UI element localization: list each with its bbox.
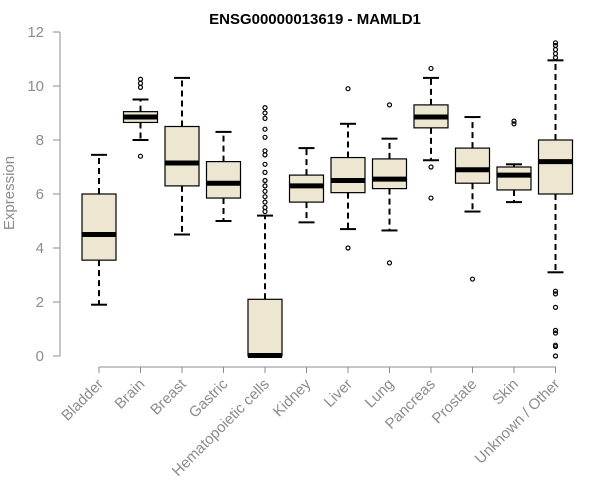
outlier-point bbox=[552, 291, 559, 297]
x-tick-label: Skin bbox=[489, 376, 522, 409]
y-tick-label: 0 bbox=[36, 348, 44, 365]
y-axis-label: Expression bbox=[1, 156, 18, 230]
plot-area bbox=[81, 40, 574, 359]
y-axis: 0 2 4 6 8 10 12 bbox=[27, 24, 61, 365]
outlier-point bbox=[262, 177, 268, 184]
outlier-point bbox=[552, 40, 559, 46]
outlier-point bbox=[262, 110, 268, 116]
chart-title: ENSG00000013619 - MAMLD1 bbox=[209, 11, 421, 28]
iqr-box bbox=[288, 174, 325, 203]
box-group bbox=[454, 116, 491, 282]
outlier-point bbox=[552, 330, 559, 336]
iqr-box bbox=[330, 156, 366, 194]
y-tick-label: 12 bbox=[27, 24, 44, 41]
box-group bbox=[164, 76, 200, 236]
outlier-point bbox=[137, 84, 144, 90]
iqr-box bbox=[537, 139, 574, 195]
outlier-point bbox=[552, 55, 559, 61]
outlier-point bbox=[552, 288, 559, 294]
outlier-point bbox=[262, 208, 268, 215]
outlier-point bbox=[552, 343, 559, 350]
outlier-point bbox=[262, 199, 268, 205]
iqr-box bbox=[371, 158, 408, 190]
box-group bbox=[288, 147, 325, 224]
iqr-box bbox=[454, 147, 491, 184]
box-group bbox=[371, 102, 408, 266]
x-tick-label: Prostate bbox=[429, 376, 481, 428]
outlier-point bbox=[137, 76, 144, 82]
outlier-point bbox=[262, 104, 268, 111]
outlier-point bbox=[262, 183, 268, 189]
outlier-point bbox=[511, 118, 517, 124]
x-tick-label: Kidney bbox=[270, 375, 315, 420]
iqr-box bbox=[164, 125, 200, 187]
outlier-point bbox=[428, 195, 434, 201]
outlier-point bbox=[137, 80, 144, 86]
y-tick-label: 8 bbox=[36, 132, 44, 149]
y-tick-label: 6 bbox=[36, 186, 44, 203]
outlier-point bbox=[262, 126, 268, 132]
outlier-point bbox=[262, 169, 268, 175]
outlier-point bbox=[345, 86, 351, 92]
iqr-box bbox=[247, 298, 283, 357]
iqr-box bbox=[81, 193, 117, 261]
y-tick-label: 10 bbox=[27, 78, 44, 95]
outlier-point bbox=[469, 276, 476, 282]
box-group bbox=[330, 86, 366, 251]
box-group bbox=[496, 118, 532, 204]
outlier-point bbox=[345, 245, 351, 251]
box-group bbox=[81, 153, 117, 306]
x-tick-label: Bladder bbox=[58, 376, 107, 425]
outlier-point bbox=[262, 204, 268, 211]
outlier-point bbox=[552, 304, 559, 310]
y-tick-label: 2 bbox=[36, 294, 44, 311]
outlier-point bbox=[386, 102, 393, 108]
outlier-point bbox=[262, 134, 268, 140]
outlier-point bbox=[262, 188, 268, 194]
box-group bbox=[413, 65, 449, 201]
iqr-box bbox=[205, 161, 242, 199]
box-group bbox=[122, 76, 159, 159]
x-tick-label: Liver bbox=[321, 376, 356, 411]
outlier-point bbox=[262, 148, 268, 154]
outlier-point bbox=[262, 194, 268, 200]
outlier-point bbox=[262, 115, 268, 122]
box-group bbox=[537, 40, 574, 359]
x-tick-label: Brain bbox=[112, 376, 149, 413]
x-tick-label: Lung bbox=[362, 376, 398, 412]
outlier-point bbox=[428, 164, 434, 170]
outlier-point bbox=[552, 353, 559, 359]
box-group bbox=[247, 104, 283, 358]
iqr-box bbox=[496, 166, 532, 191]
outlier-point bbox=[428, 65, 434, 72]
outlier-point bbox=[386, 260, 393, 266]
outlier-point bbox=[552, 327, 559, 333]
y-tick-label: 4 bbox=[36, 240, 44, 257]
outlier-point bbox=[552, 46, 559, 53]
x-tick-label: Breast bbox=[147, 375, 190, 418]
box-group bbox=[205, 130, 242, 222]
outlier-point bbox=[552, 42, 559, 49]
outlier-point bbox=[552, 50, 559, 57]
outlier-point bbox=[262, 152, 268, 158]
outlier-point bbox=[137, 153, 144, 159]
outlier-point bbox=[262, 161, 268, 167]
outlier-point bbox=[511, 121, 517, 127]
